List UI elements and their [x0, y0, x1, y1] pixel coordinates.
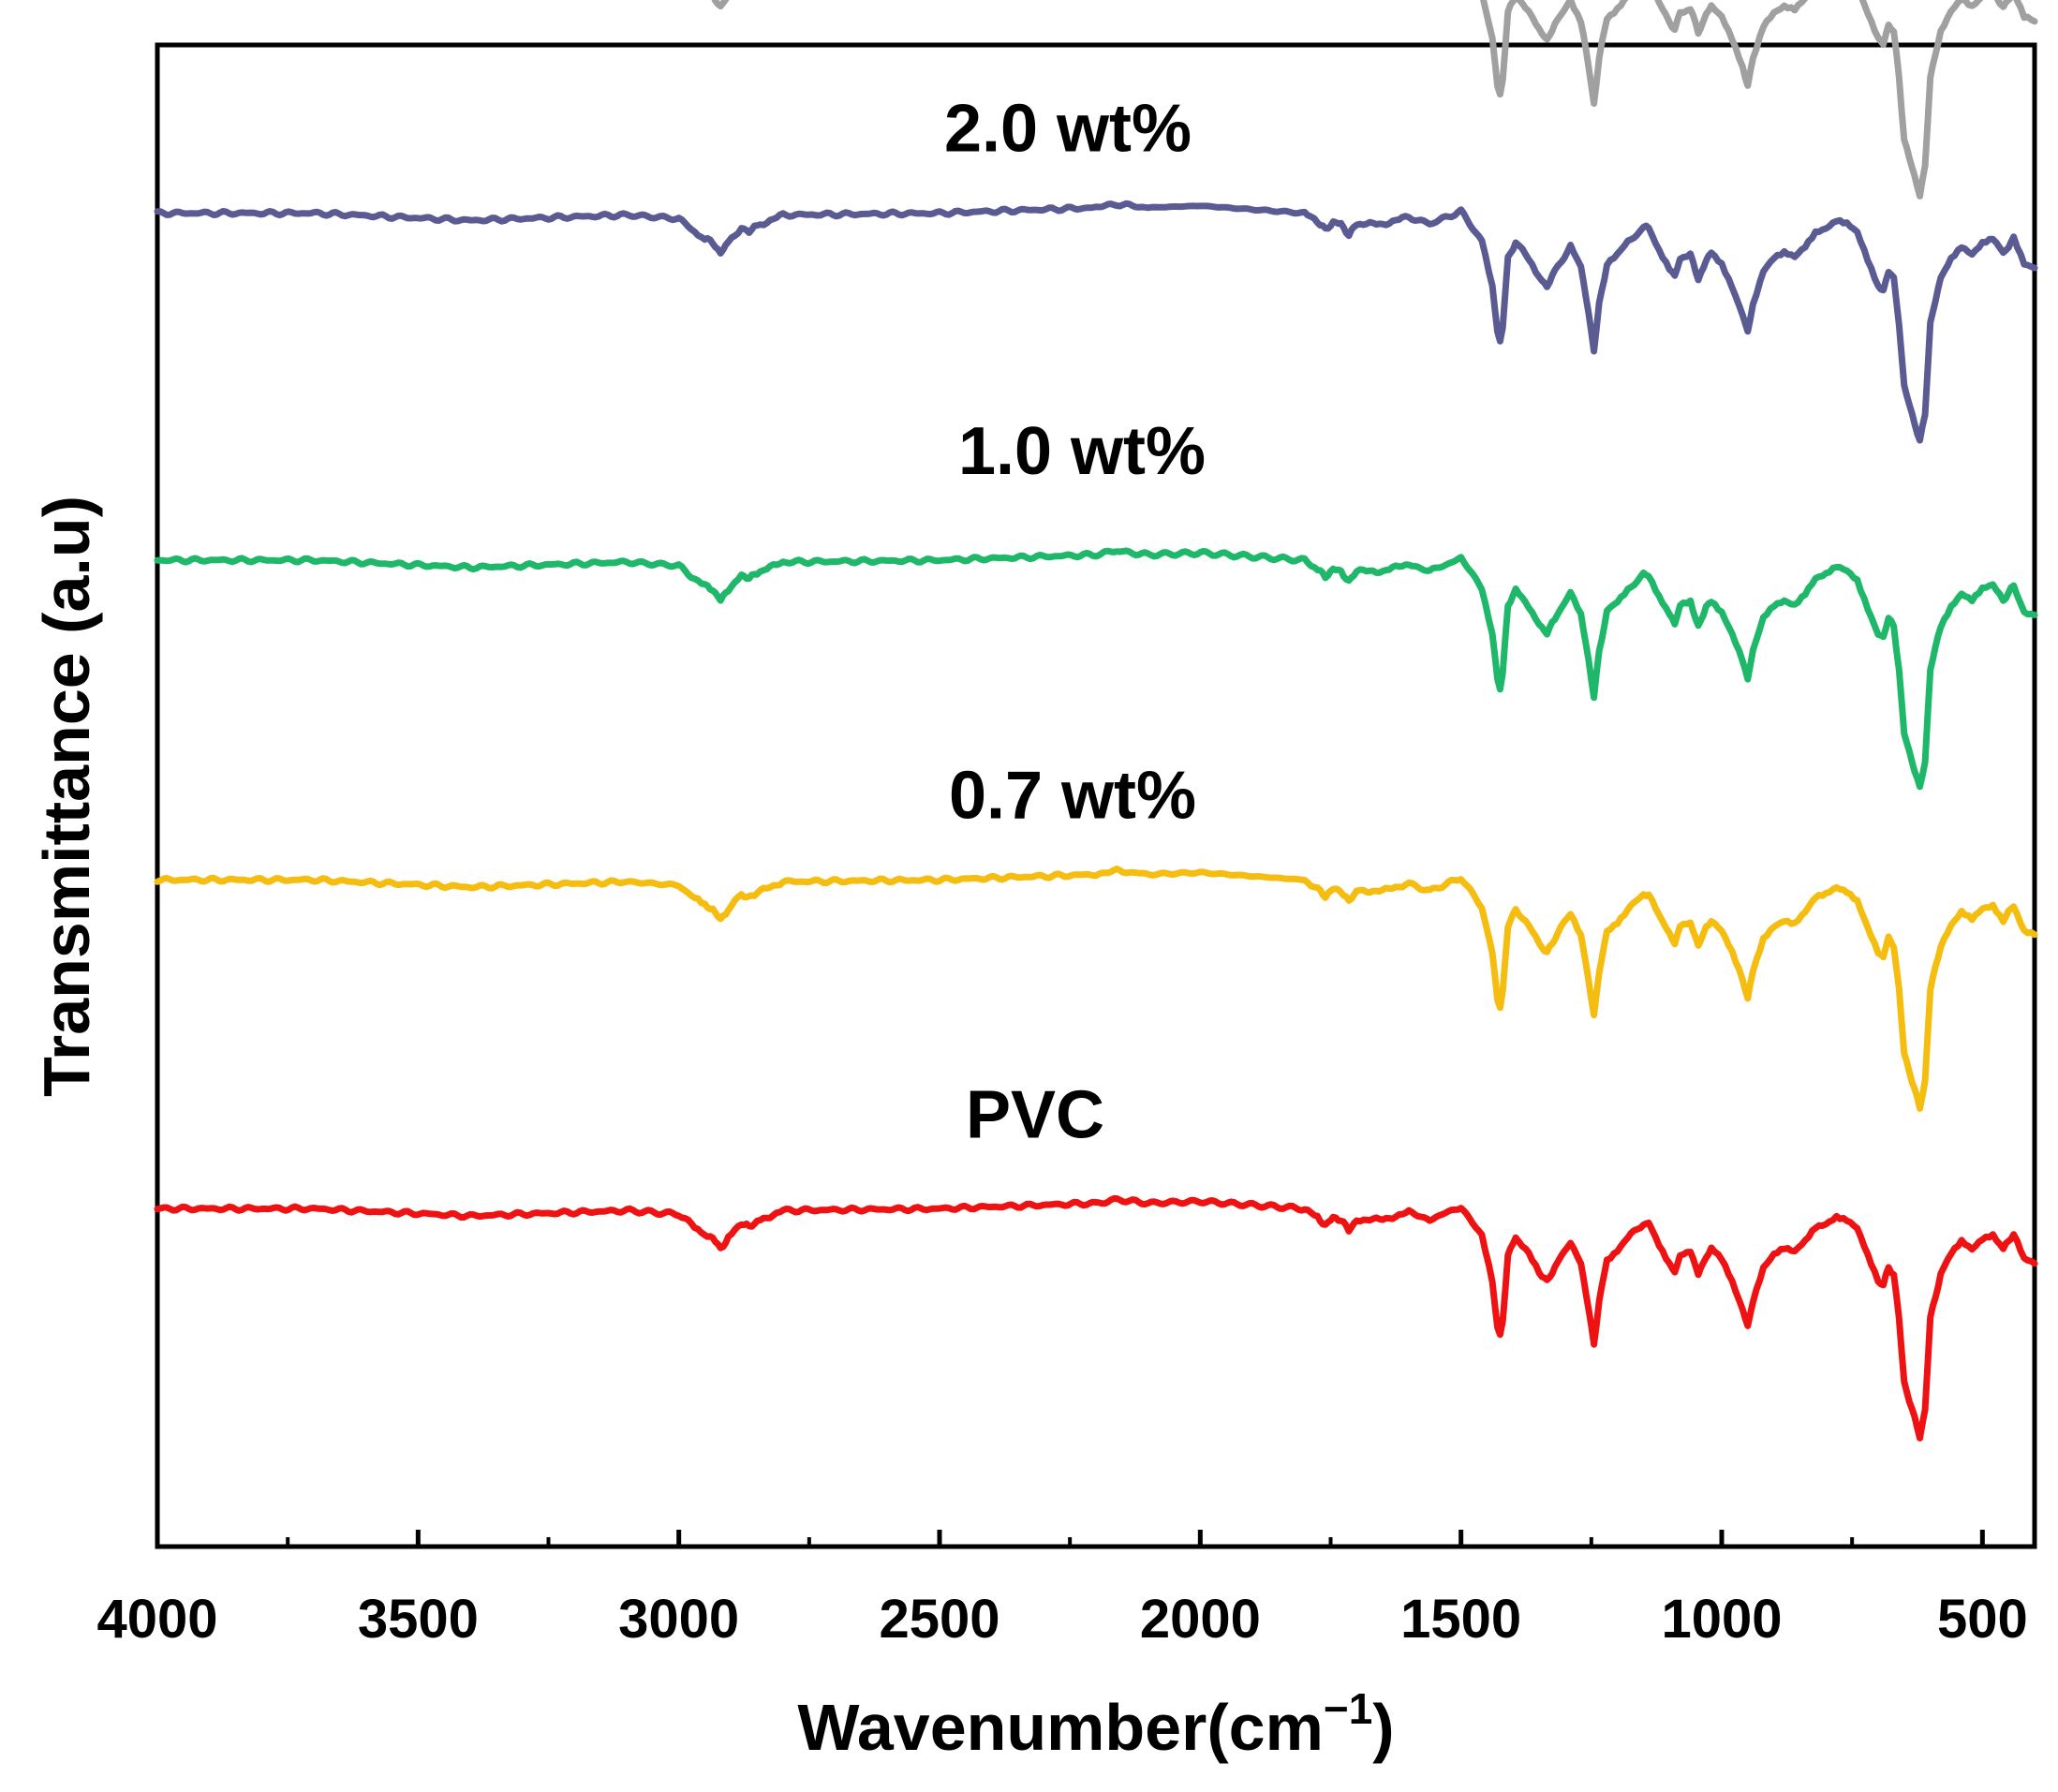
x-tick-label: 3500 — [358, 1589, 479, 1650]
series-labels: 3.0 wt%2.0 wt%1.0 wt%0.7 wt%PVC — [944, 92, 1206, 1153]
x-tick-label: 4000 — [96, 1589, 217, 1650]
x-tick-label: 2500 — [879, 1589, 999, 1650]
series-line-1-0-wt- — [154, 547, 2038, 791]
series-label: 0.7 wt% — [949, 758, 1196, 833]
series-label: 2.0 wt% — [944, 92, 1192, 167]
series-line-2-0-wt- — [154, 200, 2038, 444]
series-line-3-0-wt- — [711, 0, 2038, 200]
plot-frame — [155, 42, 2037, 1549]
series-label: PVC — [966, 1077, 1104, 1152]
x-tick-label: 2000 — [1140, 1589, 1261, 1650]
series-line-0-7-wt- — [154, 866, 2038, 1112]
series-label: 1.0 wt% — [958, 414, 1206, 489]
x-axis-title: Wavenumber(cm−1) — [797, 1684, 1394, 1764]
x-axis-ticks — [155, 1530, 1985, 1547]
x-tick-label: 1000 — [1661, 1589, 1782, 1650]
x-tick-label: 1500 — [1400, 1589, 1521, 1650]
x-axis-tick-labels: 4000 3500 3000 2500 2000 1500 1000 500 — [96, 1589, 2027, 1650]
x-tick-label: 500 — [1937, 1589, 2028, 1650]
series-curves — [154, 0, 2038, 1442]
y-axis-title: Transmittance (a.u) — [30, 496, 103, 1097]
series-line-pvc — [154, 1194, 2038, 1442]
x-tick-label: 3000 — [618, 1589, 739, 1650]
